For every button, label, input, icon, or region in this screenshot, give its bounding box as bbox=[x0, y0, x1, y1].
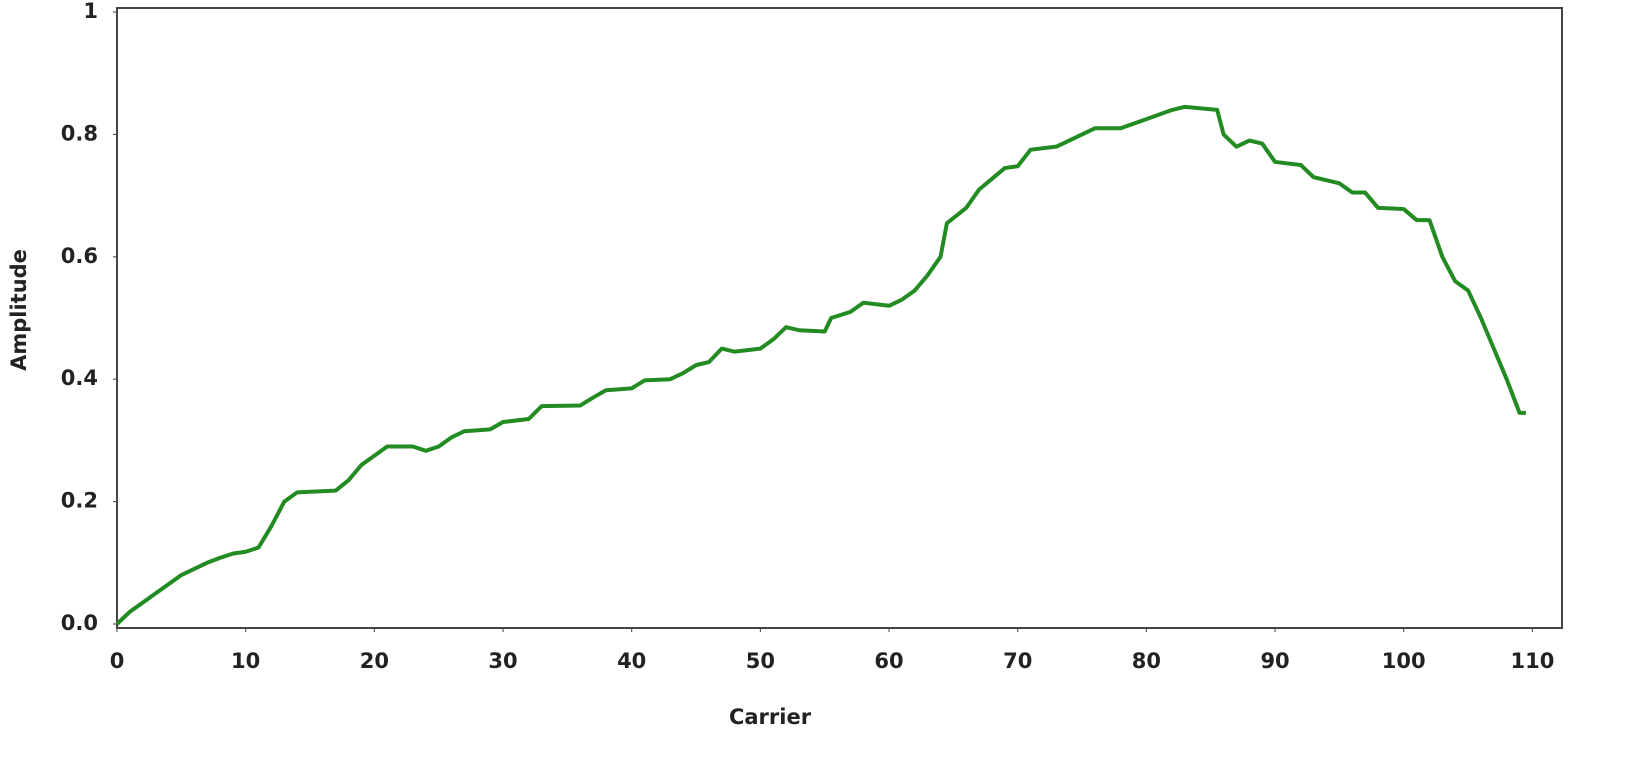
x-tick-label: 90 bbox=[1260, 649, 1289, 673]
y-tick-label: 0.0 bbox=[61, 611, 98, 635]
x-tick-label: 80 bbox=[1132, 649, 1161, 673]
y-tick-label: 1 bbox=[83, 0, 98, 23]
x-tick-label: 110 bbox=[1510, 649, 1554, 673]
x-tick-label: 30 bbox=[488, 649, 517, 673]
x-tick-label: 20 bbox=[360, 649, 389, 673]
y-tick-label: 0.2 bbox=[61, 489, 98, 513]
x-tick-label: 100 bbox=[1382, 649, 1426, 673]
x-tick-label: 10 bbox=[231, 649, 260, 673]
x-tick-label: 70 bbox=[1003, 649, 1032, 673]
x-tick-label: 60 bbox=[874, 649, 903, 673]
y-tick-label: 0.8 bbox=[61, 121, 98, 145]
x-tick-label: 50 bbox=[746, 649, 775, 673]
data-line bbox=[115, 104, 1526, 626]
y-axis-label: Amplitude bbox=[7, 249, 31, 371]
y-tick-label: 0.4 bbox=[61, 366, 98, 390]
x-axis-label: Carrier bbox=[729, 705, 812, 729]
plot-frame bbox=[116, 7, 1563, 629]
y-tick-label: 0.6 bbox=[61, 244, 98, 268]
x-tick-label: 0 bbox=[110, 649, 125, 673]
x-tick-label: 40 bbox=[617, 649, 646, 673]
